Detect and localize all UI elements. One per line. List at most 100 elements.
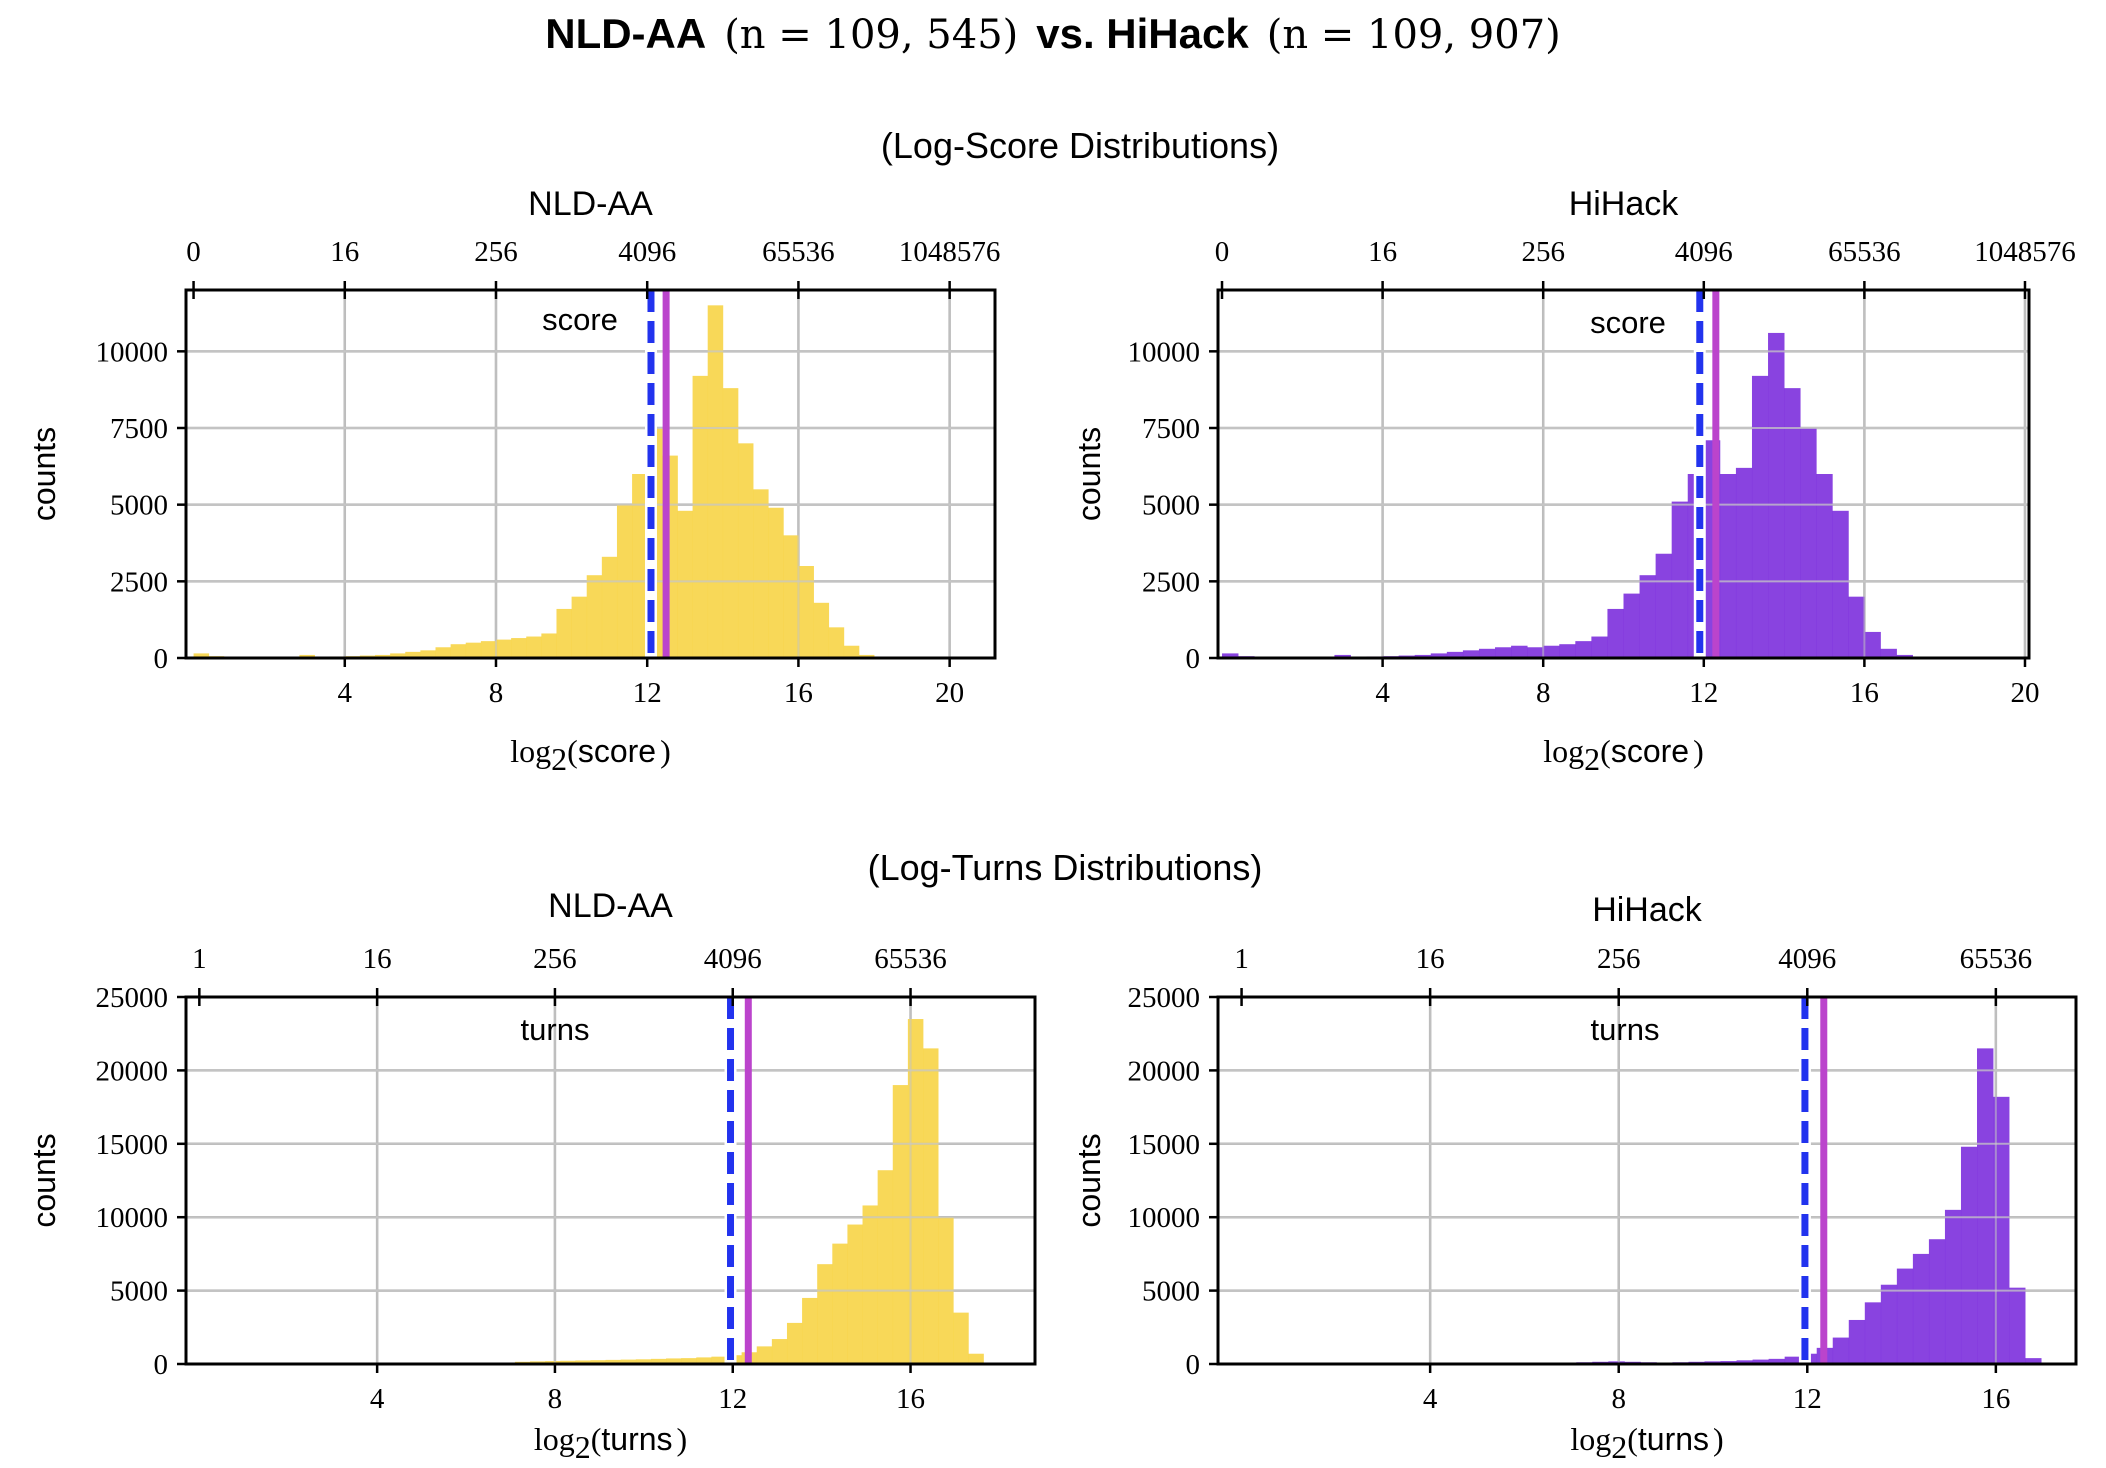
x-tick-label: 8 (1536, 677, 1551, 709)
histogram-bar (1800, 428, 1817, 658)
y-tick-label: 5000 (1142, 490, 1200, 522)
top-tick-label: 4096 (1778, 943, 1836, 975)
histogram-bar (1623, 593, 1640, 658)
histogram-bar (1478, 648, 1496, 658)
x-axis-label-open: ( (591, 1421, 602, 1457)
y-axis-label: counts (26, 427, 62, 521)
histogram-bar (1430, 653, 1448, 658)
panel-annotation: score (542, 302, 618, 337)
top-tick-label: 256 (1521, 236, 1565, 268)
x-axis-label: log2(score) (510, 733, 670, 777)
y-tick-label: 5000 (1142, 1276, 1200, 1308)
top-tick-label: 4096 (704, 943, 762, 975)
histogram-bar (753, 489, 769, 658)
top-tick-label: 256 (474, 236, 518, 268)
top-tick-label: 16 (1368, 236, 1397, 268)
figure-title-left: NLD-AA (545, 10, 706, 57)
axes-frame (1216, 288, 2031, 660)
histogram-bar (1784, 1356, 1802, 1364)
y-tick-label: 20000 (96, 1055, 169, 1087)
x-tick-label: 4 (1375, 677, 1390, 709)
y-tick-label: 0 (1186, 643, 1201, 675)
histogram-bar (681, 1358, 697, 1364)
histogram-bar (858, 654, 875, 658)
histogram-bar (1848, 1319, 1866, 1364)
top-tick-label: 16 (1416, 943, 1445, 975)
histogram-bar (1832, 1337, 1850, 1364)
histogram-bar (756, 1346, 773, 1364)
histogram-bar (798, 566, 814, 658)
x-tick-label: 16 (896, 1383, 925, 1415)
x-tick-label: 12 (718, 1383, 747, 1415)
y-tick-label: 10000 (1128, 1202, 1201, 1234)
histogram-bar (1848, 596, 1865, 658)
histogram-bar (922, 1048, 939, 1364)
x-axis-label-close: ) (677, 1421, 688, 1457)
y-axis-label: counts (1071, 427, 1107, 521)
histogram-bar (1896, 1268, 1914, 1364)
histogram-bar (968, 1353, 984, 1364)
section-title-score: (Log-Score Distributions) (881, 125, 1279, 166)
histogram-bar (450, 644, 467, 658)
histogram-bar (1495, 647, 1512, 658)
histogram-bar (405, 651, 421, 658)
x-axis-label: log2(turns) (534, 1421, 687, 1465)
histogram-bar (737, 443, 754, 658)
figure-title-left-n: (n = 109, 545) (724, 12, 1018, 58)
top-tick-label: 1 (1234, 943, 1249, 975)
x-axis-label-func: log (534, 1421, 575, 1457)
top-tick-label: 4096 (1675, 236, 1733, 268)
histogram-bar (813, 602, 830, 658)
histogram-bar (783, 535, 799, 658)
histogram-bar (1511, 645, 1528, 658)
histogram-bar (1446, 651, 1464, 658)
histogram-bar (843, 645, 860, 658)
histogram-bar (1752, 1359, 1770, 1364)
y-tick-label: 2500 (110, 566, 168, 598)
histogram-bar (1816, 474, 1833, 658)
panel-title: HiHack (1592, 891, 1703, 929)
top-tick-label: 1 (192, 943, 207, 975)
x-tick-label: 8 (489, 677, 504, 709)
x-tick-label: 4 (338, 677, 353, 709)
histogram-bar (375, 654, 391, 658)
histogram-bar (2025, 1358, 2042, 1364)
histogram-bar (1334, 654, 1351, 658)
x-axis-label-func: log (1543, 733, 1584, 769)
x-tick-label: 12 (1689, 677, 1718, 709)
y-tick-label: 7500 (1142, 413, 1200, 445)
histogram-bar (193, 653, 210, 658)
x-tick-label: 16 (1850, 677, 1879, 709)
x-axis-label-func: log (510, 733, 551, 769)
histogram-bar (1832, 510, 1849, 658)
histogram-bar (1591, 636, 1608, 658)
top-tick-label: 4096 (618, 236, 676, 268)
y-tick-label: 10000 (96, 336, 169, 368)
histogram-bar (696, 1357, 712, 1364)
y-tick-label: 10000 (96, 1202, 169, 1234)
top-tick-label: 0 (1215, 236, 1230, 268)
histogram-bar (1719, 474, 1737, 658)
histogram-bar (1896, 654, 1913, 658)
histogram-bar (802, 1297, 818, 1364)
x-axis-label-func: log (1570, 1421, 1611, 1457)
histogram-bar (828, 627, 845, 658)
histogram-bar (1944, 1209, 1962, 1364)
histogram-bar (435, 647, 452, 658)
histogram-bar (1736, 1360, 1753, 1364)
histogram-bar (526, 636, 542, 658)
x-axis-label: log2(score) (1543, 733, 1703, 777)
histogram-bar (390, 653, 406, 658)
y-tick-label: 2500 (1142, 566, 1200, 598)
histogram-bar (632, 474, 648, 658)
histogram-bar (299, 654, 315, 658)
top-tick-label: 16 (363, 943, 392, 975)
y-tick-label: 10000 (1128, 336, 1201, 368)
section-title-turns: (Log-Turns Distributions) (868, 847, 1263, 888)
figure-title: NLD-AA (n = 109, 545) vs. HiHack (n = 10… (545, 10, 1561, 58)
histogram-bar (1462, 650, 1480, 658)
histogram-bar (590, 1360, 607, 1364)
histogram-bar (495, 639, 512, 658)
histogram-bar (1671, 501, 1689, 658)
x-axis-label-close: ) (660, 733, 671, 769)
